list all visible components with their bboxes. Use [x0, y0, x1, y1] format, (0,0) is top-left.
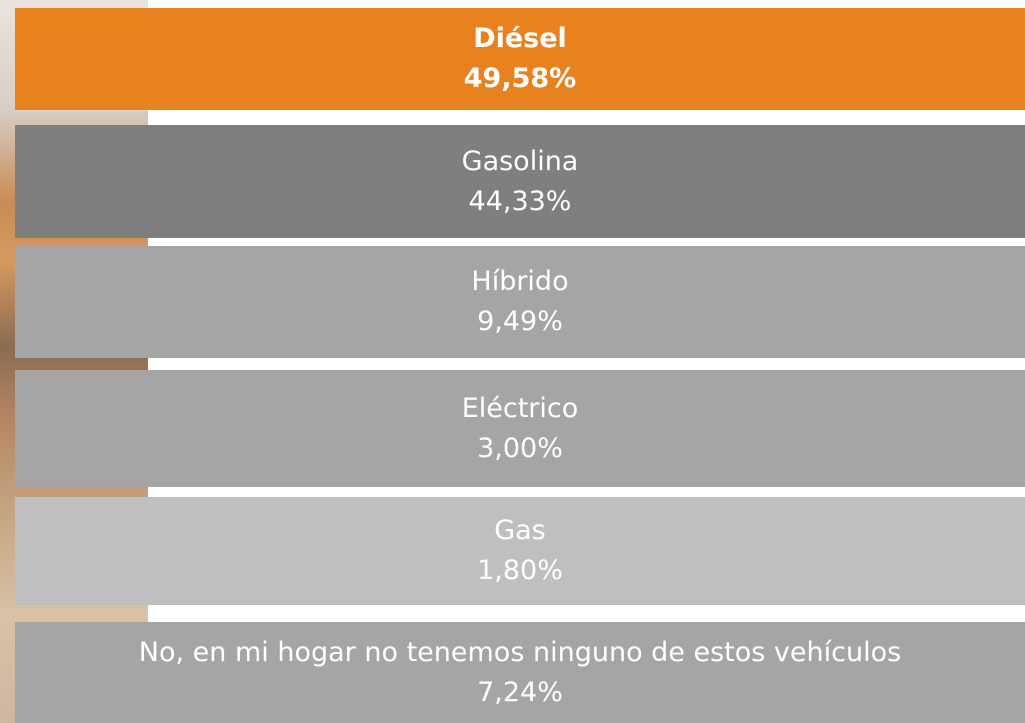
option-box: Gas 1,80%: [15, 497, 1025, 605]
option-box: Híbrido 9,49%: [15, 246, 1025, 358]
option-box: Eléctrico 3,00%: [15, 370, 1025, 487]
option-value: 7,24%: [477, 673, 563, 713]
option-value: 1,80%: [477, 551, 563, 591]
option-label: Gas: [494, 511, 546, 551]
option-label: Diésel: [473, 19, 567, 59]
option-value: 49,58%: [464, 59, 576, 99]
option-label: Eléctrico: [462, 389, 579, 429]
option-box: Diésel 49,58%: [15, 8, 1025, 110]
option-box: No, en mi hogar no tenemos ninguno de es…: [15, 622, 1025, 723]
option-label: No, en mi hogar no tenemos ninguno de es…: [139, 633, 901, 673]
option-box: Gasolina 44,33%: [15, 125, 1025, 238]
option-label: Híbrido: [471, 262, 568, 302]
option-label: Gasolina: [462, 142, 579, 182]
page: Diésel 49,58% Gasolina 44,33% Híbrido 9,…: [0, 0, 1025, 723]
option-value: 9,49%: [477, 302, 563, 342]
option-value: 44,33%: [469, 182, 572, 222]
option-value: 3,00%: [477, 429, 563, 469]
